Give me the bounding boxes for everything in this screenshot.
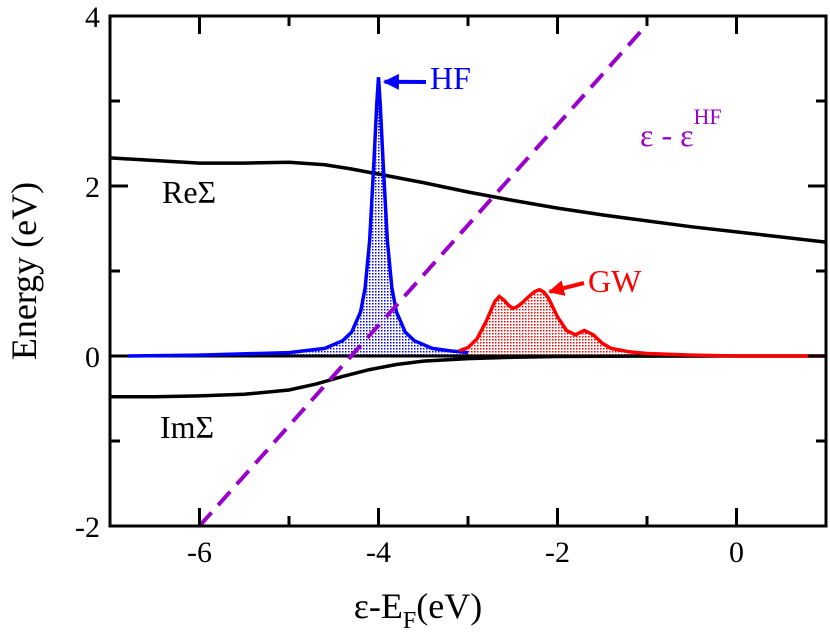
hf-peak-line <box>127 77 469 358</box>
y-tick-label: 4 <box>85 1 100 34</box>
im-sigma-line <box>110 354 826 399</box>
gw-peak-line <box>458 287 826 358</box>
x-axis-title-subscript: F <box>403 608 416 634</box>
axis-tick-labels: -6 -4 -2 0 -2 0 2 4 <box>75 1 744 569</box>
x-tick-label: -4 <box>366 536 391 569</box>
diagonal-dashed-line <box>198 23 649 526</box>
annotation-gw: GW <box>588 263 642 299</box>
y-axis-title: Energy (eV) <box>4 182 44 360</box>
re-sigma-line <box>110 156 826 244</box>
annotation-diagonal: ε - εHF <box>640 104 722 153</box>
gw-peak-fill <box>459 289 826 356</box>
annotation-re-sigma: ReΣ <box>162 174 216 210</box>
x-axis-title-unit: (eV) <box>416 586 482 626</box>
annotation-diagonal-superscript: HF <box>694 104 722 129</box>
x-axis-title: ε-EF(eV) <box>354 586 482 634</box>
gw-arrow <box>548 280 585 296</box>
annotation-hf: HF <box>430 60 471 96</box>
annotation-im-sigma: ImΣ <box>160 409 214 445</box>
x-tick-label: 0 <box>729 536 744 569</box>
y-tick-label: 0 <box>85 341 100 374</box>
y-tick-label: -2 <box>75 511 100 544</box>
x-tick-label: -6 <box>187 536 212 569</box>
axis-ticks <box>110 16 826 526</box>
x-tick-label: -2 <box>545 536 570 569</box>
hf-peak-fill <box>127 77 469 356</box>
y-tick-label: 2 <box>85 171 100 204</box>
